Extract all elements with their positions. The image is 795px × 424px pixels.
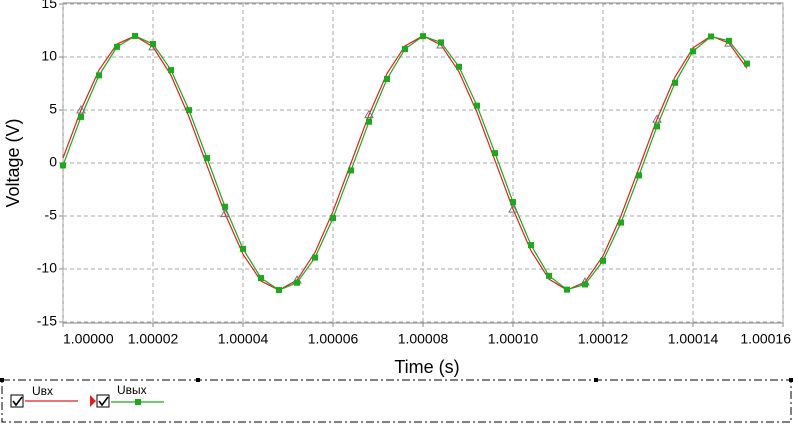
y-tick-label: -15	[37, 313, 57, 329]
y-tick-label: 0	[49, 154, 57, 170]
point-marker	[618, 219, 624, 226]
y-tick-label: 15	[41, 0, 57, 11]
y-tick-label: 5	[49, 101, 57, 117]
point-marker	[636, 172, 642, 179]
legend-marker	[135, 399, 141, 405]
legend-label: Uвх	[32, 384, 53, 398]
point-marker	[744, 60, 750, 67]
handle	[0, 378, 4, 382]
point-marker	[564, 286, 570, 293]
point-marker	[186, 107, 192, 114]
point-marker	[132, 32, 138, 39]
x-tick-label: 1.00014	[668, 331, 719, 347]
point-marker	[508, 204, 518, 213]
point-marker	[60, 162, 66, 169]
x-tick-label: 1.00002	[128, 331, 179, 347]
check	[12, 396, 23, 407]
check	[98, 396, 109, 407]
handle	[789, 378, 793, 382]
point-marker	[222, 203, 228, 210]
checkbox[interactable]	[10, 394, 24, 408]
series-line	[62, 35, 748, 291]
point-marker	[708, 33, 714, 40]
point-marker	[492, 150, 498, 157]
point-marker	[240, 245, 246, 252]
point-marker	[348, 167, 354, 174]
point-marker	[672, 79, 678, 86]
point-marker	[456, 63, 462, 70]
point-marker	[600, 257, 606, 264]
point-marker	[312, 254, 318, 261]
x-tick-label: 1.00016	[740, 331, 791, 347]
point-marker	[366, 118, 372, 125]
y-tick-label: -10	[37, 260, 57, 276]
point-marker	[258, 275, 264, 282]
x-tick-label: 1.00006	[308, 331, 359, 347]
point-marker	[96, 72, 102, 79]
point-marker	[690, 48, 696, 55]
point-marker	[78, 113, 84, 120]
point-marker	[364, 109, 374, 119]
legend-label: Uвых	[117, 383, 147, 397]
x-tick-label: 1.00008	[398, 331, 449, 347]
x-axis-label: Time (s)	[394, 357, 459, 377]
point-marker	[474, 102, 480, 109]
point-marker	[384, 75, 390, 82]
point-marker	[204, 155, 210, 162]
handle	[594, 378, 598, 382]
x-tick-label: 1.00000	[63, 331, 114, 347]
marker-icon	[90, 395, 96, 407]
x-tick-label: 1.00010	[488, 331, 539, 347]
legend-item[interactable]: Uвых	[96, 383, 164, 408]
point-marker	[546, 272, 552, 279]
x-tick-label: 1.00012	[578, 331, 629, 347]
point-marker	[528, 242, 534, 249]
legend-item[interactable]: Uвх	[10, 384, 78, 408]
point-marker	[276, 287, 282, 294]
x-tick-label: 1.00004	[218, 331, 269, 347]
point-marker	[402, 45, 408, 52]
y-tick-label: 10	[41, 48, 57, 64]
point-marker	[654, 123, 660, 130]
point-marker	[652, 114, 662, 123]
point-marker	[294, 279, 300, 286]
y-axis-label: Voltage (V)	[3, 118, 23, 207]
point-marker	[76, 105, 86, 114]
point-marker	[220, 208, 230, 218]
point-marker	[510, 199, 516, 206]
y-tick-label: -5	[45, 207, 58, 223]
point-marker	[150, 41, 156, 48]
point-marker	[420, 33, 426, 40]
point-marker	[330, 215, 336, 222]
point-marker	[726, 37, 732, 44]
point-marker	[168, 67, 174, 74]
handle	[196, 378, 200, 382]
checkbox[interactable]	[96, 394, 110, 408]
point-marker	[582, 281, 588, 288]
point-marker	[438, 39, 444, 46]
point-marker	[114, 43, 120, 50]
